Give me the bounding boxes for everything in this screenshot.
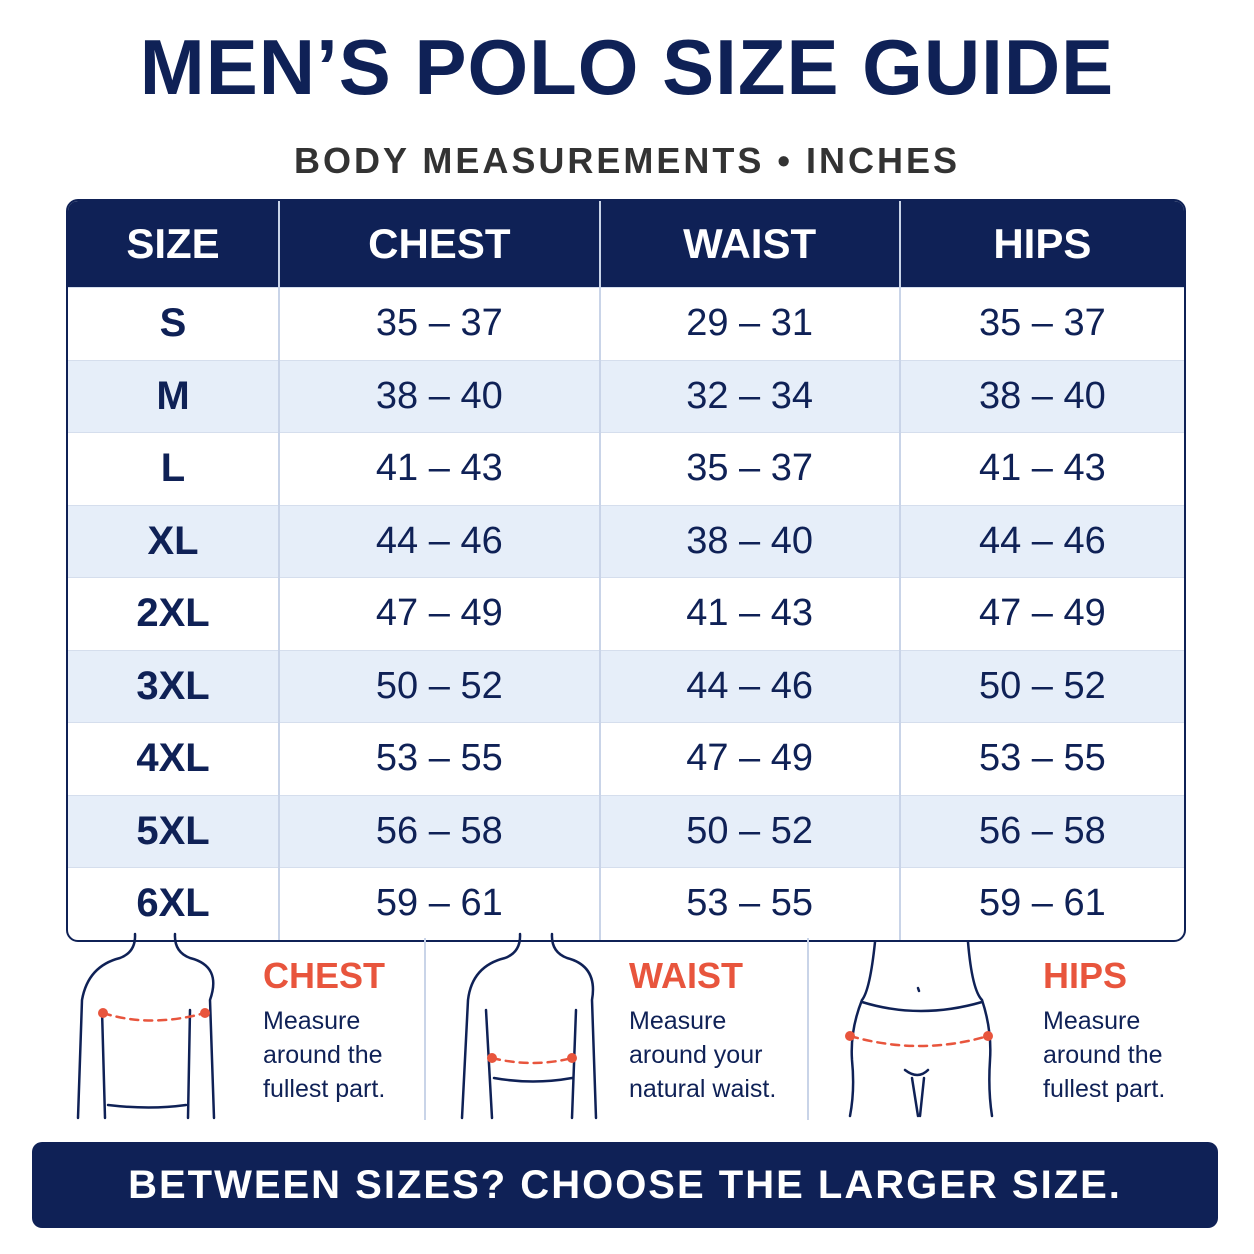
guide-text-line: fullest part. [1043,1075,1166,1103]
table: SIZE CHEST WAIST HIPS S 35 – 37 29 – 31 35 – 37… [68,201,1184,940]
measurement-cell: 38 – 40 [278,359,600,433]
measurement-cell: 41 – 43 [278,432,600,505]
measurement-cell: 44 – 46 [898,504,1184,578]
measurement-cell: 41 – 43 [898,432,1184,505]
measurement-cell: 59 – 61 [278,867,600,940]
measurement-cell: 47 – 49 [598,722,900,795]
measurement-cell: 59 – 61 [898,867,1184,940]
guide-text: Measure around your natural waist. [629,1004,776,1106]
size-cell: 2XL [68,577,280,650]
table-row: M 38 – 40 32 – 34 38 – 40 [68,359,1184,433]
measurement-cell: 35 – 37 [598,432,900,505]
measurement-cell: 50 – 52 [898,649,1184,723]
chest-figure [76,932,216,1120]
header-row: SIZE CHEST WAIST HIPS [68,201,1184,288]
measurement-cell: 50 – 52 [278,649,600,723]
measurement-cell: 44 – 46 [598,649,900,723]
measurement-cell: 32 – 34 [598,359,900,433]
size-table: SIZE CHEST WAIST HIPS S 35 – 37 29 – 31 35 – 37… [66,199,1186,942]
table-row: L 41 – 43 35 – 37 41 – 43 [68,432,1184,505]
title: MEN’S POLO SIZE GUIDE [139,23,1115,111]
guide-text: Measure around the fullest part. [263,1004,385,1106]
table-row: 2XL 47 – 49 41 – 43 47 – 49 [68,577,1184,650]
table-row: 5XL 56 – 58 50 – 52 56 – 58 [68,794,1184,868]
column-header: WAIST [598,201,900,288]
size-cell: XL [68,504,280,578]
column-header: CHEST [278,201,600,288]
guide-text-line: around the [1043,1041,1163,1069]
guide-text-line: Measure [1043,1007,1141,1035]
measurement-cell: 53 – 55 [898,722,1184,795]
measurement-cell: 56 – 58 [898,794,1184,868]
size-cell: S [68,287,280,360]
measurement-cell: 47 – 49 [278,577,600,650]
footer-banner: BETWEEN SIZES? CHOOSE THE LARGER SIZE. [32,1142,1218,1228]
measurement-cell: 35 – 37 [898,287,1184,360]
measurement-cell: 47 – 49 [898,577,1184,650]
table-row: 3XL 50 – 52 44 – 46 50 – 52 [68,649,1184,723]
table-row: 6XL 59 – 61 53 – 55 59 – 61 [68,867,1184,940]
measurement-cell: 38 – 40 [898,359,1184,433]
guide-label: CHEST [263,955,386,996]
measurement-cell: 53 – 55 [278,722,600,795]
guide-label: HIPS [1043,955,1128,996]
size-cell: 5XL [68,794,280,868]
column-header: SIZE [68,201,280,288]
measurement-cell: 29 – 31 [598,287,900,360]
measurement-cell: 50 – 52 [598,794,900,868]
guide-label: WAIST [629,955,743,996]
table-row: 4XL 53 – 55 47 – 49 53 – 55 [68,722,1184,795]
guide-text-line: fullest part. [263,1075,386,1103]
measurement-cell: 56 – 58 [278,794,600,868]
size-cell: M [68,359,280,433]
waist-figure [460,932,598,1120]
measurement-cell: 44 – 46 [278,504,600,578]
size-cell: 4XL [68,722,280,795]
guide-text-line: Measure [629,1007,727,1035]
measurement-cell: 35 – 37 [278,287,600,360]
measurement-cell: 41 – 43 [598,577,900,650]
hips-figure [845,940,994,1118]
subtitle: BODY MEASUREMENTS • INCHES [293,140,960,181]
measurement-cell: 53 – 55 [598,867,900,940]
guide-text-line: around your [629,1041,763,1069]
size-cell: 6XL [68,867,280,940]
column-header: HIPS [898,201,1184,288]
table-row: S 35 – 37 29 – 31 35 – 37 [68,287,1184,360]
table-row: XL 44 – 46 38 – 40 44 – 46 [68,504,1184,578]
size-cell: L [68,432,280,505]
size-cell: 3XL [68,649,280,723]
guide-text-line: Measure [263,1007,361,1035]
guide-text-line: around the [263,1041,383,1069]
guide-text-line: natural waist. [629,1075,777,1103]
guide-text: Measure around the fullest part. [1043,1004,1165,1106]
measurement-cell: 38 – 40 [598,504,900,578]
